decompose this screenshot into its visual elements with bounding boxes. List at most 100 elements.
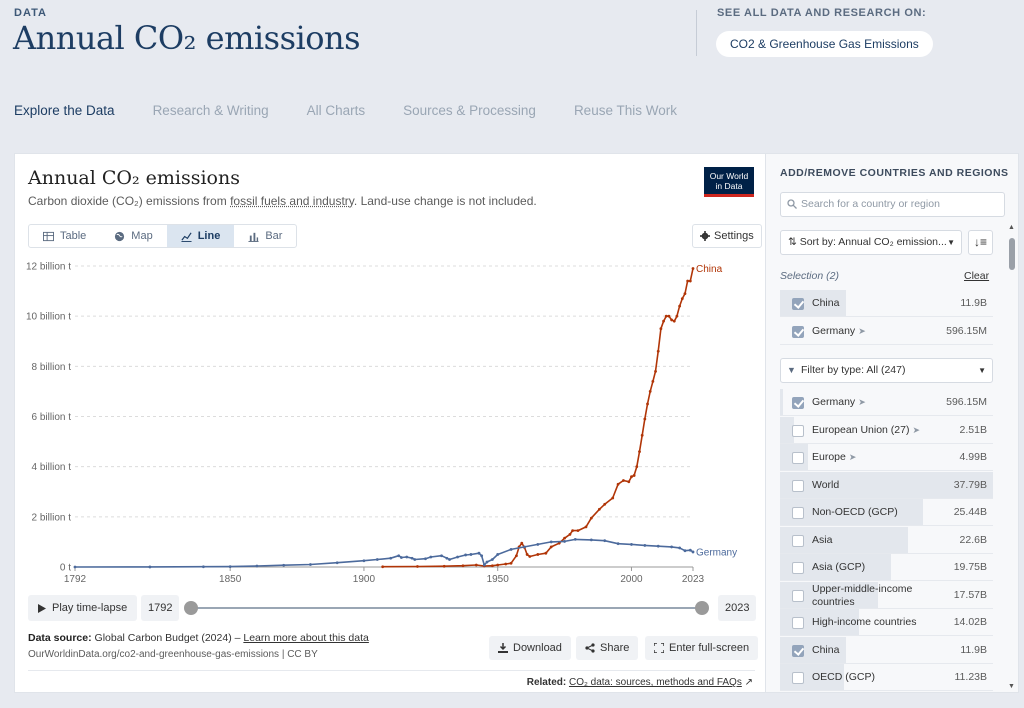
learn-more-link[interactable]: Learn more about this data [243, 632, 369, 644]
value-bar [780, 636, 847, 664]
header-divider [696, 10, 697, 56]
download-button[interactable]: Download [489, 636, 571, 660]
entity-name-text: OECD (GCP) [812, 671, 875, 683]
settings-label: Settings [714, 230, 754, 242]
entity-row[interactable]: OECD (GCP) 11.23B [780, 664, 993, 691]
subtitle-text-start: Carbon dioxide (CO₂) emissions from [28, 194, 231, 208]
tab-research-writing[interactable]: Research & Writing [152, 103, 269, 118]
entity-value: 4.99B [959, 451, 987, 463]
entity-name: Asia [812, 534, 922, 547]
share-button[interactable]: Share [576, 636, 639, 660]
see-all-label: SEE ALL DATA AND RESEARCH ON: [717, 7, 927, 19]
data-point [651, 379, 655, 383]
value-bar [780, 389, 784, 416]
entity-checkbox[interactable] [792, 534, 804, 547]
entity-checkbox[interactable] [792, 644, 804, 657]
data-point [563, 540, 566, 543]
clear-selection-link[interactable]: Clear [964, 270, 990, 282]
fullscreen-label: Enter full-screen [669, 642, 750, 654]
data-point [573, 538, 577, 541]
entity-row[interactable]: Asia 22.6B [780, 526, 993, 554]
entity-value: 596.15M [946, 396, 987, 408]
entity-row[interactable]: China 11.9B [780, 290, 993, 317]
play-timelapse-button[interactable]: Play time-lapse [28, 595, 138, 621]
x-tick-label: 1792 [64, 574, 87, 585]
entity-row[interactable]: Non-OECD (GCP) 25.44B [780, 499, 993, 526]
tab-reuse-work[interactable]: Reuse This Work [573, 103, 677, 118]
entity-row[interactable]: World 37.79B [780, 471, 993, 499]
sort-dropdown[interactable]: ⇅ Sort by: Annual CO₂ emission... ▼ [780, 230, 962, 255]
view-bar-button[interactable]: Bar [234, 225, 296, 247]
scrollbar-thumb[interactable] [1009, 238, 1015, 270]
row-divider [780, 635, 993, 636]
table-icon [43, 231, 54, 241]
view-table-button[interactable]: Table [29, 225, 100, 247]
value-bar [780, 416, 795, 444]
data-point [445, 556, 449, 560]
start-year-handle[interactable] [184, 601, 198, 615]
entity-checkbox[interactable] [792, 589, 804, 602]
entity-name-text: Asia (GCP) [812, 561, 866, 573]
entity-row[interactable]: Germany ➤ 596.15M [780, 318, 993, 345]
entity-checkbox[interactable] [792, 424, 804, 437]
tab-all-charts[interactable]: All Charts [306, 103, 366, 118]
entity-value: 14.02B [953, 616, 987, 628]
entity-row[interactable]: Asia (GCP) 19.75B [780, 554, 993, 581]
external-link-icon: ↗ [744, 677, 753, 688]
start-year-box[interactable]: 1792 [141, 595, 180, 621]
related-link[interactable]: CO₂ data: sources, methods and FAQs [568, 677, 742, 688]
data-point [509, 561, 513, 565]
timeline-track[interactable] [190, 607, 702, 609]
view-map-button[interactable]: Map [100, 225, 166, 247]
sort-order-button[interactable]: ↓≡ [968, 230, 993, 255]
row-divider [780, 497, 993, 499]
end-year-handle[interactable] [695, 601, 709, 615]
entity-checkbox[interactable] [792, 397, 804, 409]
topic-pill-button[interactable]: CO2 & Greenhouse Gas Emissions [716, 31, 933, 57]
entity-name-text: Germany [812, 396, 856, 408]
x-tick-label: 2023 [682, 574, 705, 585]
entity-value: 11.9B [960, 297, 987, 309]
entity-checkbox[interactable] [792, 479, 804, 492]
entity-checkbox[interactable] [792, 325, 804, 338]
scroll-up-arrow[interactable]: ▲ [1008, 224, 1015, 231]
end-year-box[interactable]: 2023 [718, 595, 757, 621]
entity-row[interactable]: Europe ➤ 4.99B [780, 444, 993, 471]
entity-checkbox[interactable] [792, 562, 804, 574]
tab-sources-processing[interactable]: Sources & Processing [403, 103, 536, 118]
entity-checkbox[interactable] [792, 452, 804, 464]
data-point [632, 474, 636, 477]
entity-name-text: Europe [812, 451, 846, 463]
entity-row[interactable]: Germany ➤ 596.15M [780, 389, 993, 416]
settings-button[interactable]: Settings [692, 224, 762, 248]
scroll-down-arrow[interactable]: ▼ [1008, 683, 1015, 690]
country-search-input[interactable]: Search for a country or region [780, 192, 1005, 217]
entity-checkbox[interactable] [792, 672, 804, 684]
entity-name: OECD (GCP) [812, 671, 922, 684]
fullscreen-button[interactable]: Enter full-screen [645, 636, 759, 660]
chevron-down-icon: ▼ [978, 366, 986, 375]
page-tabs: Explore the Data Research & Writing All … [14, 103, 715, 118]
view-line-button[interactable]: Line [166, 225, 235, 247]
entity-row[interactable]: China 11.9B [780, 636, 993, 664]
expand-icon [654, 643, 664, 653]
owid-logo[interactable]: Our World in Data [704, 167, 754, 197]
entity-checkbox[interactable] [792, 298, 804, 310]
kicker: DATA [14, 7, 47, 19]
subtitle-link[interactable]: fossil fuels and industry [230, 194, 354, 208]
y-tick-label: 6 billion t [32, 412, 72, 423]
entity-row[interactable]: European Union (27) ➤ 2.51B [780, 416, 993, 444]
entity-row[interactable]: Upper-middle-income countries 17.57B [780, 581, 993, 609]
filter-type-dropdown[interactable]: ▼ Filter by type: All (247) ▼ [780, 358, 993, 383]
filter-icon: ▼ [787, 365, 796, 375]
entity-row[interactable]: High-income countries 14.02B [780, 609, 993, 636]
data-point [584, 525, 588, 529]
y-tick-label: 8 billion t [32, 362, 72, 373]
top-header-band [0, 0, 1024, 134]
filter-label: Filter by type: All (247) [801, 364, 906, 376]
entity-checkbox[interactable] [792, 617, 804, 629]
tab-explore-data[interactable]: Explore the Data [14, 103, 115, 118]
chart-title: Annual CO₂ emissions [28, 167, 240, 189]
entity-checkbox[interactable] [792, 507, 804, 519]
entity-value: 22.6B [959, 533, 987, 546]
